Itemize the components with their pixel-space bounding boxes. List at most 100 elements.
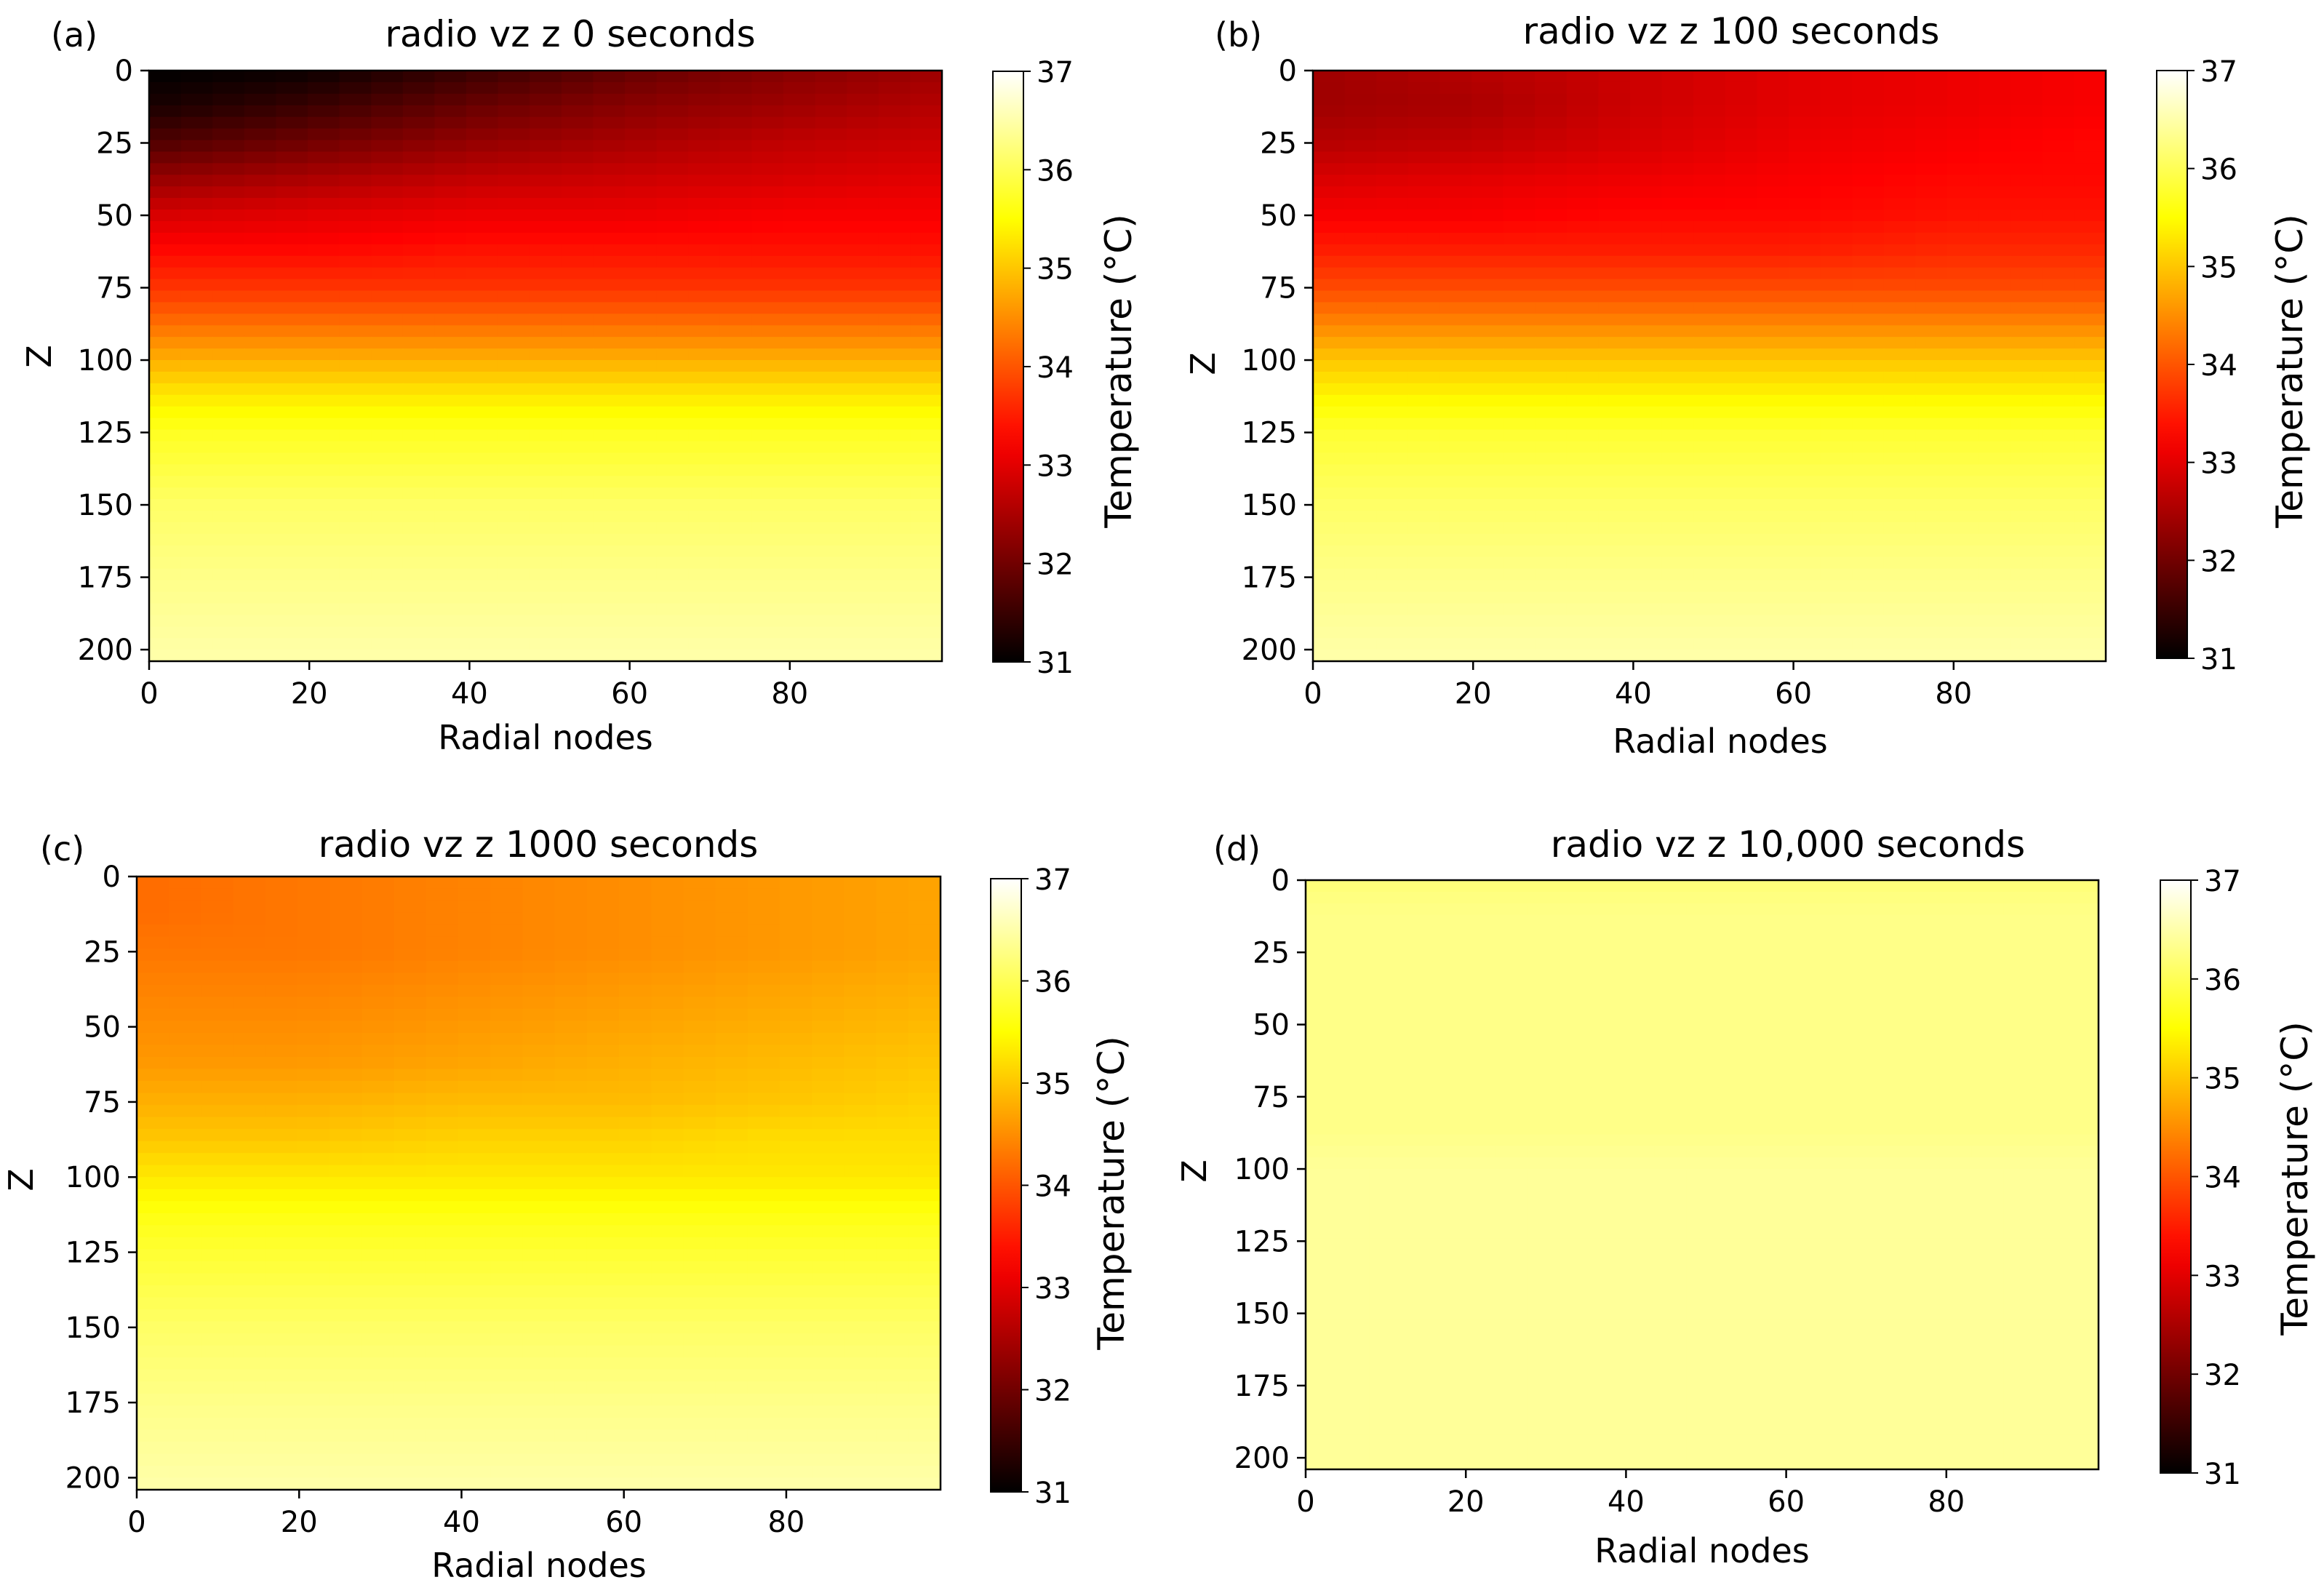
heatmap-cell: [466, 220, 499, 233]
heatmap-cell: [458, 1045, 491, 1058]
heatmap-cell: [847, 487, 879, 500]
heatmap-cell: [466, 394, 499, 407]
heatmap-cell: [1717, 1273, 1751, 1285]
heatmap-cells: [1313, 71, 2107, 662]
heatmap-cell: [1369, 1284, 1402, 1297]
heatmap-cell: [1883, 348, 1917, 361]
heatmap-cell: [1337, 1146, 1370, 1158]
heatmap-cell: [330, 1393, 363, 1407]
heatmap-cell: [815, 371, 847, 384]
heatmap-cell: [1344, 325, 1377, 338]
heatmap-cell: [593, 198, 626, 210]
heatmap-cell: [1947, 163, 1980, 176]
heatmap-cell: [719, 568, 753, 581]
colorbar-tick-label: 36: [1037, 154, 1074, 188]
heatmap-cell: [1472, 499, 1504, 511]
heatmap-cell: [878, 452, 911, 466]
heatmap-cell: [1344, 151, 1377, 164]
heatmap-cell: [330, 1237, 363, 1250]
heatmap-cell: [2035, 1330, 2068, 1344]
heatmap-cell: [1813, 1134, 1845, 1147]
heatmap-cell: [1407, 93, 1441, 106]
heatmap-cell: [330, 1008, 363, 1022]
heatmap-cell: [265, 1429, 298, 1442]
heatmap-cell: [2003, 1099, 2036, 1112]
heatmap-cell: [815, 556, 847, 570]
heatmap-cell: [1464, 1065, 1497, 1077]
heatmap-cell: [1978, 441, 2011, 454]
heatmap-cell: [149, 290, 182, 303]
heatmap-cell: [586, 1129, 620, 1142]
heatmap-cell: [402, 302, 436, 315]
heatmap-cell: [1757, 568, 1789, 581]
heatmap-cell: [1566, 314, 1600, 327]
heatmap-cell: [2003, 1180, 2036, 1193]
heatmap-cell: [783, 383, 816, 396]
heatmap-cell: [276, 580, 308, 593]
heatmap-cell: [394, 1165, 427, 1178]
heatmap-cell: [910, 175, 943, 188]
heatmap-cell: [394, 1225, 427, 1238]
heatmap-cell: [593, 267, 626, 280]
heatmap-cell: [1725, 476, 1758, 488]
heatmap-cell: [1947, 383, 1980, 396]
heatmap-cell: [1407, 638, 1441, 650]
heatmap-cell: [458, 1213, 491, 1226]
heatmap-cell: [2067, 1134, 2099, 1147]
heatmap-cell: [522, 1417, 556, 1431]
heatmap-cell: [878, 556, 911, 570]
heatmap-cell: [265, 960, 298, 974]
heatmap-cell: [1623, 1319, 1656, 1332]
heatmap-cell: [339, 302, 372, 315]
heatmap-cell: [1439, 580, 1472, 593]
heatmap-cell: [522, 1453, 556, 1466]
heatmap-cell: [330, 1141, 363, 1154]
heatmap-cell: [783, 511, 816, 523]
heatmap-cell: [1559, 903, 1592, 916]
heatmap-cell: [1496, 1284, 1528, 1297]
heatmap-cell: [1820, 279, 1853, 292]
heatmap-cell: [402, 591, 436, 604]
heatmap-cell: [783, 314, 816, 327]
heatmap-cell: [1876, 1077, 1909, 1089]
heatmap-cell: [169, 1309, 202, 1322]
heatmap-cell: [1908, 1250, 1941, 1262]
heatmap-cell: [1915, 580, 1948, 593]
heatmap-cell: [715, 984, 748, 998]
heatmap-cell: [1693, 348, 1726, 361]
heatmap-cell: [1781, 995, 1814, 1008]
heatmap-cell: [434, 290, 467, 303]
heatmap-cell: [847, 140, 879, 153]
heatmap-cell: [1757, 314, 1789, 327]
heatmap-cell: [1971, 1284, 2004, 1297]
heatmap-cell: [2003, 1191, 2036, 1205]
heatmap-cell: [847, 116, 879, 129]
heatmap-cell: [1432, 1191, 1465, 1205]
heatmap-cell: [656, 568, 689, 581]
heatmap-cell: [1820, 209, 1853, 222]
heatmap-cell: [586, 1045, 620, 1058]
heatmap-cell: [1717, 1250, 1751, 1262]
heatmap-cell: [1376, 81, 1409, 95]
heatmap-cell: [1503, 93, 1536, 106]
heatmap-cell: [1623, 1284, 1656, 1297]
heatmap-cell: [1813, 1330, 1845, 1344]
heatmap-cell: [233, 1225, 266, 1238]
heatmap-cell: [1915, 220, 1948, 233]
heatmap-cell: [1407, 151, 1441, 164]
heatmap-cell: [910, 116, 943, 129]
heatmap-cell: [180, 429, 213, 442]
heatmap-cell: [876, 1201, 909, 1214]
heatmap-cell: [522, 1141, 556, 1154]
heatmap-cell: [1661, 580, 1694, 593]
heatmap-cell: [1472, 290, 1504, 303]
heatmap-cell: [530, 348, 562, 361]
heatmap-cell: [2042, 429, 2075, 442]
colorbar-tick-label: 37: [2200, 55, 2237, 89]
heatmap-cell: [149, 394, 182, 407]
heatmap-cell: [2042, 394, 2075, 407]
heatmap-cell: [2067, 1042, 2099, 1055]
heatmap-cell: [1789, 418, 1821, 431]
heatmap-cell: [1337, 938, 1370, 951]
heatmap-cell: [910, 556, 943, 570]
